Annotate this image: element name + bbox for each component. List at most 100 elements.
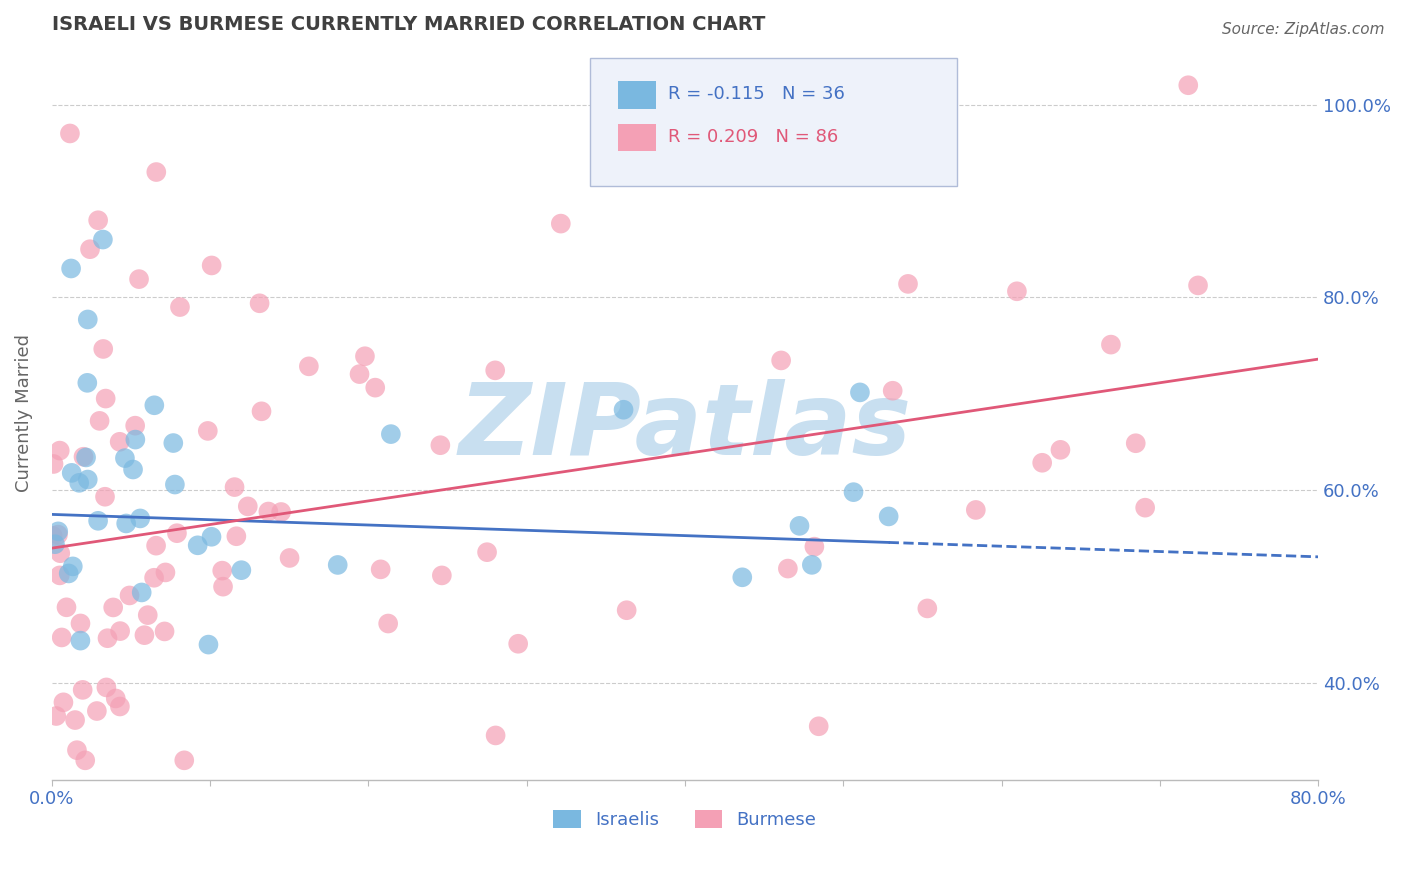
Bar xyxy=(617,81,655,109)
Point xyxy=(849,385,872,400)
Point xyxy=(475,545,498,559)
Point xyxy=(75,450,97,465)
Point xyxy=(484,363,506,377)
Point xyxy=(1031,456,1053,470)
Point xyxy=(59,127,82,141)
Point xyxy=(60,261,83,276)
Point xyxy=(62,559,84,574)
Point xyxy=(965,503,987,517)
Point xyxy=(153,624,176,639)
Point xyxy=(76,473,98,487)
Point xyxy=(377,616,399,631)
Point xyxy=(429,438,451,452)
FancyBboxPatch shape xyxy=(591,58,957,186)
Point xyxy=(197,638,219,652)
Point xyxy=(731,570,754,584)
Point xyxy=(45,709,67,723)
Point xyxy=(877,509,900,524)
Point xyxy=(1125,436,1147,450)
Point xyxy=(231,563,253,577)
Point xyxy=(145,539,167,553)
Point xyxy=(91,342,114,356)
Point xyxy=(101,600,124,615)
Point xyxy=(224,480,246,494)
Point xyxy=(800,558,823,572)
Point xyxy=(211,564,233,578)
Point xyxy=(250,404,273,418)
Legend: Israelis, Burmese: Israelis, Burmese xyxy=(546,803,824,837)
Point xyxy=(803,540,825,554)
Point xyxy=(1005,285,1028,299)
Point xyxy=(108,434,131,449)
Point xyxy=(67,475,90,490)
Point xyxy=(128,272,150,286)
Point xyxy=(917,601,939,615)
Point xyxy=(270,505,292,519)
Point xyxy=(49,546,72,560)
Point xyxy=(91,233,114,247)
Point xyxy=(349,367,371,381)
Point xyxy=(380,427,402,442)
Point xyxy=(86,704,108,718)
Point xyxy=(75,753,97,767)
Point xyxy=(129,511,152,525)
Point xyxy=(1187,278,1209,293)
Point xyxy=(201,259,224,273)
Point xyxy=(1099,337,1122,351)
Point xyxy=(69,633,91,648)
Point xyxy=(124,418,146,433)
Point xyxy=(63,713,86,727)
Point xyxy=(143,398,166,412)
Point xyxy=(370,562,392,576)
Bar xyxy=(617,124,655,152)
Point xyxy=(143,571,166,585)
Point xyxy=(249,296,271,310)
Point xyxy=(236,500,259,514)
Point xyxy=(897,277,920,291)
Point xyxy=(200,530,222,544)
Point xyxy=(364,381,387,395)
Point xyxy=(155,566,177,580)
Point xyxy=(550,217,572,231)
Point xyxy=(166,526,188,541)
Point xyxy=(173,753,195,767)
Point xyxy=(55,600,77,615)
Point xyxy=(66,743,89,757)
Point xyxy=(124,433,146,447)
Point xyxy=(51,631,73,645)
Point xyxy=(58,566,80,581)
Point xyxy=(108,699,131,714)
Point xyxy=(508,637,530,651)
Point xyxy=(96,631,118,645)
Point xyxy=(108,624,131,639)
Point xyxy=(225,529,247,543)
Point xyxy=(76,376,98,390)
Text: R = -0.115   N = 36: R = -0.115 N = 36 xyxy=(668,86,845,103)
Point xyxy=(41,529,63,543)
Point xyxy=(42,457,65,471)
Text: ZIPatlas: ZIPatlas xyxy=(458,379,911,476)
Text: Source: ZipAtlas.com: Source: ZipAtlas.com xyxy=(1222,22,1385,37)
Point xyxy=(278,551,301,566)
Point xyxy=(326,558,349,572)
Point xyxy=(87,213,110,227)
Point xyxy=(1133,500,1156,515)
Point xyxy=(122,462,145,476)
Point xyxy=(354,349,377,363)
Point xyxy=(115,516,138,531)
Point xyxy=(46,527,69,541)
Point xyxy=(87,514,110,528)
Point xyxy=(72,682,94,697)
Point xyxy=(1049,442,1071,457)
Point xyxy=(96,681,118,695)
Point xyxy=(79,242,101,256)
Point xyxy=(789,519,811,533)
Point xyxy=(616,603,638,617)
Point xyxy=(197,424,219,438)
Point xyxy=(94,392,117,406)
Point xyxy=(52,695,75,709)
Point xyxy=(430,568,453,582)
Text: R = 0.209   N = 86: R = 0.209 N = 86 xyxy=(668,128,839,145)
Point xyxy=(484,728,506,742)
Point xyxy=(842,485,865,500)
